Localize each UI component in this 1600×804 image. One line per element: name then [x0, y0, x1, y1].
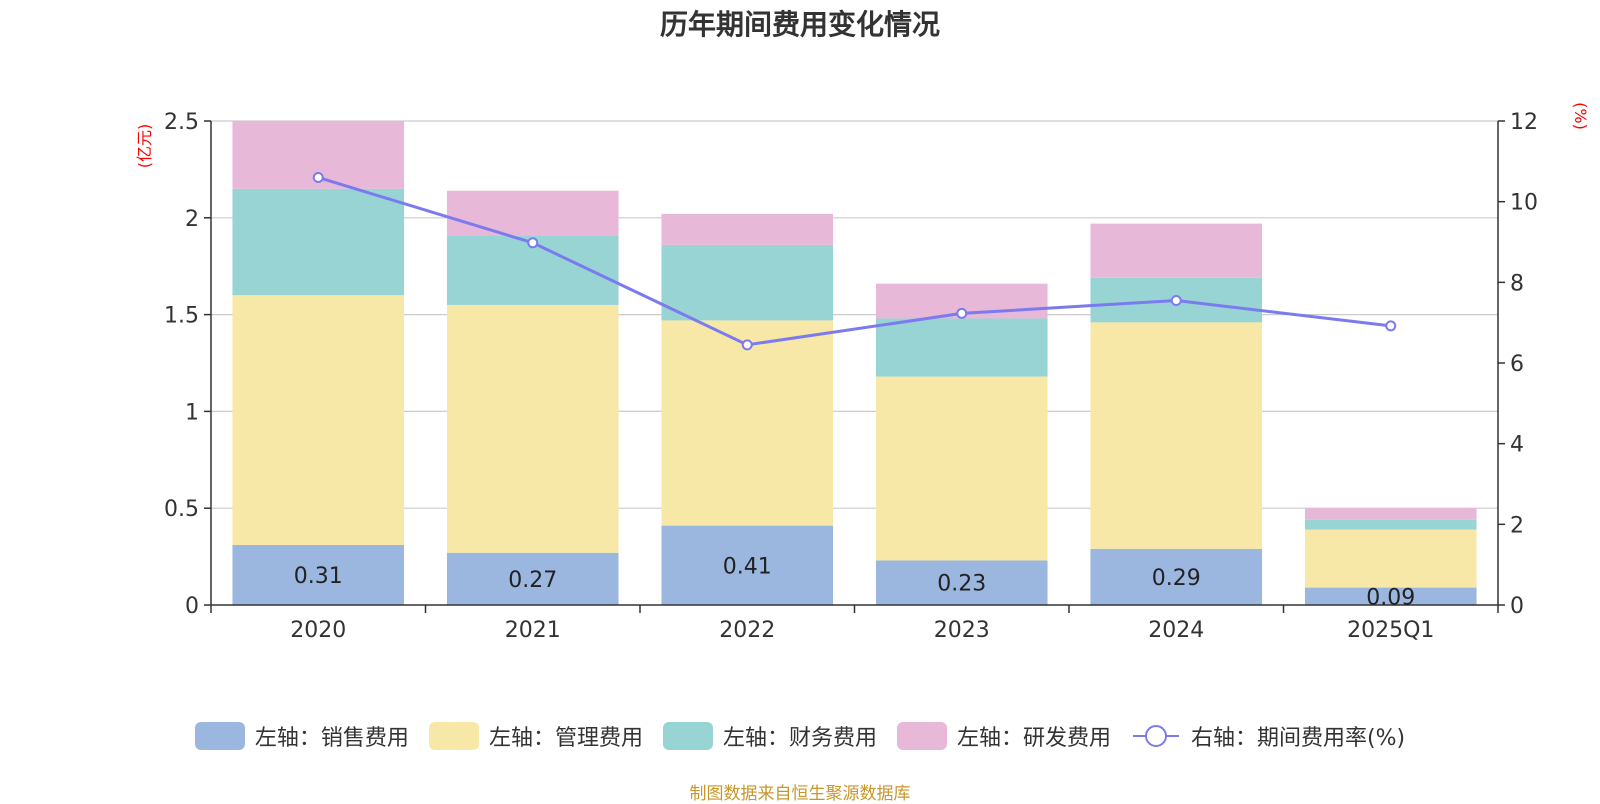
source-note: 制图数据来自恒生聚源数据库 — [689, 784, 911, 804]
ratio-point — [1385, 320, 1397, 332]
legend: 左轴：销售费用 左轴：管理费用 左轴：财务费用 左轴：研发费用 右轴：期间费用率… — [0, 718, 1600, 754]
bar-segment — [1304, 508, 1477, 520]
x-axis-category-label: 2022 — [719, 618, 775, 643]
x-axis-category-label: 2021 — [505, 618, 561, 643]
legend-swatch-ratio-icon — [1132, 725, 1179, 747]
legend-swatch-rnd — [896, 722, 947, 750]
bar-segment — [661, 213, 834, 245]
bar-segment — [875, 376, 1048, 561]
chart-title: 历年期间费用变化情况 — [660, 8, 940, 41]
right-axis-tick-label: 0 — [1510, 594, 1524, 619]
left-axis-tick-label: 1 — [185, 400, 199, 425]
left-axis-tick-label: 0 — [185, 594, 199, 619]
legend-label-rnd: 左轴：研发费用 — [956, 726, 1111, 751]
legend-label-finance: 左轴：财务费用 — [722, 726, 877, 751]
legend-label-ratio: 右轴：期间费用率(%) — [1190, 726, 1406, 751]
legend-swatch-admin — [428, 722, 479, 750]
right-axis-tick-label: 10 — [1510, 191, 1538, 216]
x-axis-category-label: 2025Q1 — [1347, 618, 1434, 643]
bar-segment — [232, 295, 405, 545]
bar-segment — [446, 552, 619, 605]
bar-segment — [1090, 548, 1263, 605]
legend-item-rnd[interactable]: 左轴：研发费用 — [896, 720, 1111, 752]
right-axis-tick-label: 4 — [1510, 433, 1524, 458]
bar-data-label: 0.27 — [508, 568, 557, 593]
legend-swatch-finance — [662, 722, 713, 750]
x-axis-category-label: 2020 — [290, 618, 346, 643]
ratio-point — [956, 307, 968, 319]
ratio-point — [312, 171, 324, 183]
legend-item-sales[interactable]: 左轴：销售费用 — [194, 720, 409, 752]
x-axis-category-label: 2024 — [1148, 618, 1204, 643]
legend-item-finance[interactable]: 左轴：财务费用 — [662, 720, 877, 752]
bar-segment — [446, 190, 619, 236]
left-axis-tick-label: 2.5 — [164, 110, 199, 135]
bar-segment — [875, 318, 1048, 377]
legend-label-sales: 左轴：销售费用 — [254, 726, 409, 751]
bar-data-label: 0.23 — [937, 572, 986, 597]
ratio-point — [527, 237, 539, 249]
right-axis-tick-label: 2 — [1510, 513, 1524, 538]
left-axis-tick-label: 2 — [185, 207, 199, 232]
legend-swatch-sales — [194, 722, 245, 750]
ratio-point — [1170, 294, 1182, 306]
bar-segment — [1304, 529, 1477, 588]
legend-item-admin[interactable]: 左轴：管理费用 — [428, 720, 643, 752]
bar-segment — [232, 188, 405, 296]
bar-segment — [446, 304, 619, 553]
bar-data-label: 0.09 — [1366, 585, 1415, 610]
right-axis-unit: (%) — [1571, 102, 1590, 130]
bar-segment — [875, 560, 1048, 605]
legend-label-admin: 左轴：管理费用 — [488, 726, 643, 751]
left-axis-tick-label: 1.5 — [164, 304, 199, 329]
right-axis-tick-label: 8 — [1510, 271, 1524, 296]
bar-segment — [661, 320, 834, 526]
bar-segment — [232, 544, 405, 605]
ratio-point — [741, 339, 753, 351]
left-axis-unit: (亿元) — [135, 124, 154, 169]
bar-data-label: 0.31 — [294, 564, 343, 589]
bar-data-label: 0.29 — [1152, 566, 1201, 591]
ratio-line — [317, 176, 1391, 347]
bar-data-label: 0.41 — [723, 554, 772, 579]
bar-segment — [1090, 322, 1263, 549]
right-axis-tick-label: 12 — [1510, 110, 1538, 135]
x-axis-category-label: 2023 — [934, 618, 990, 643]
right-axis-tick-label: 6 — [1510, 352, 1524, 377]
bar-segment — [661, 525, 834, 605]
left-axis-tick-label: 0.5 — [164, 497, 199, 522]
bar-segment — [1304, 587, 1477, 605]
bar-segment — [1304, 519, 1477, 530]
bar-segment — [1090, 223, 1263, 278]
legend-item-ratio[interactable]: 右轴：期间费用率(%) — [1131, 720, 1405, 752]
bar-segment — [661, 244, 834, 321]
